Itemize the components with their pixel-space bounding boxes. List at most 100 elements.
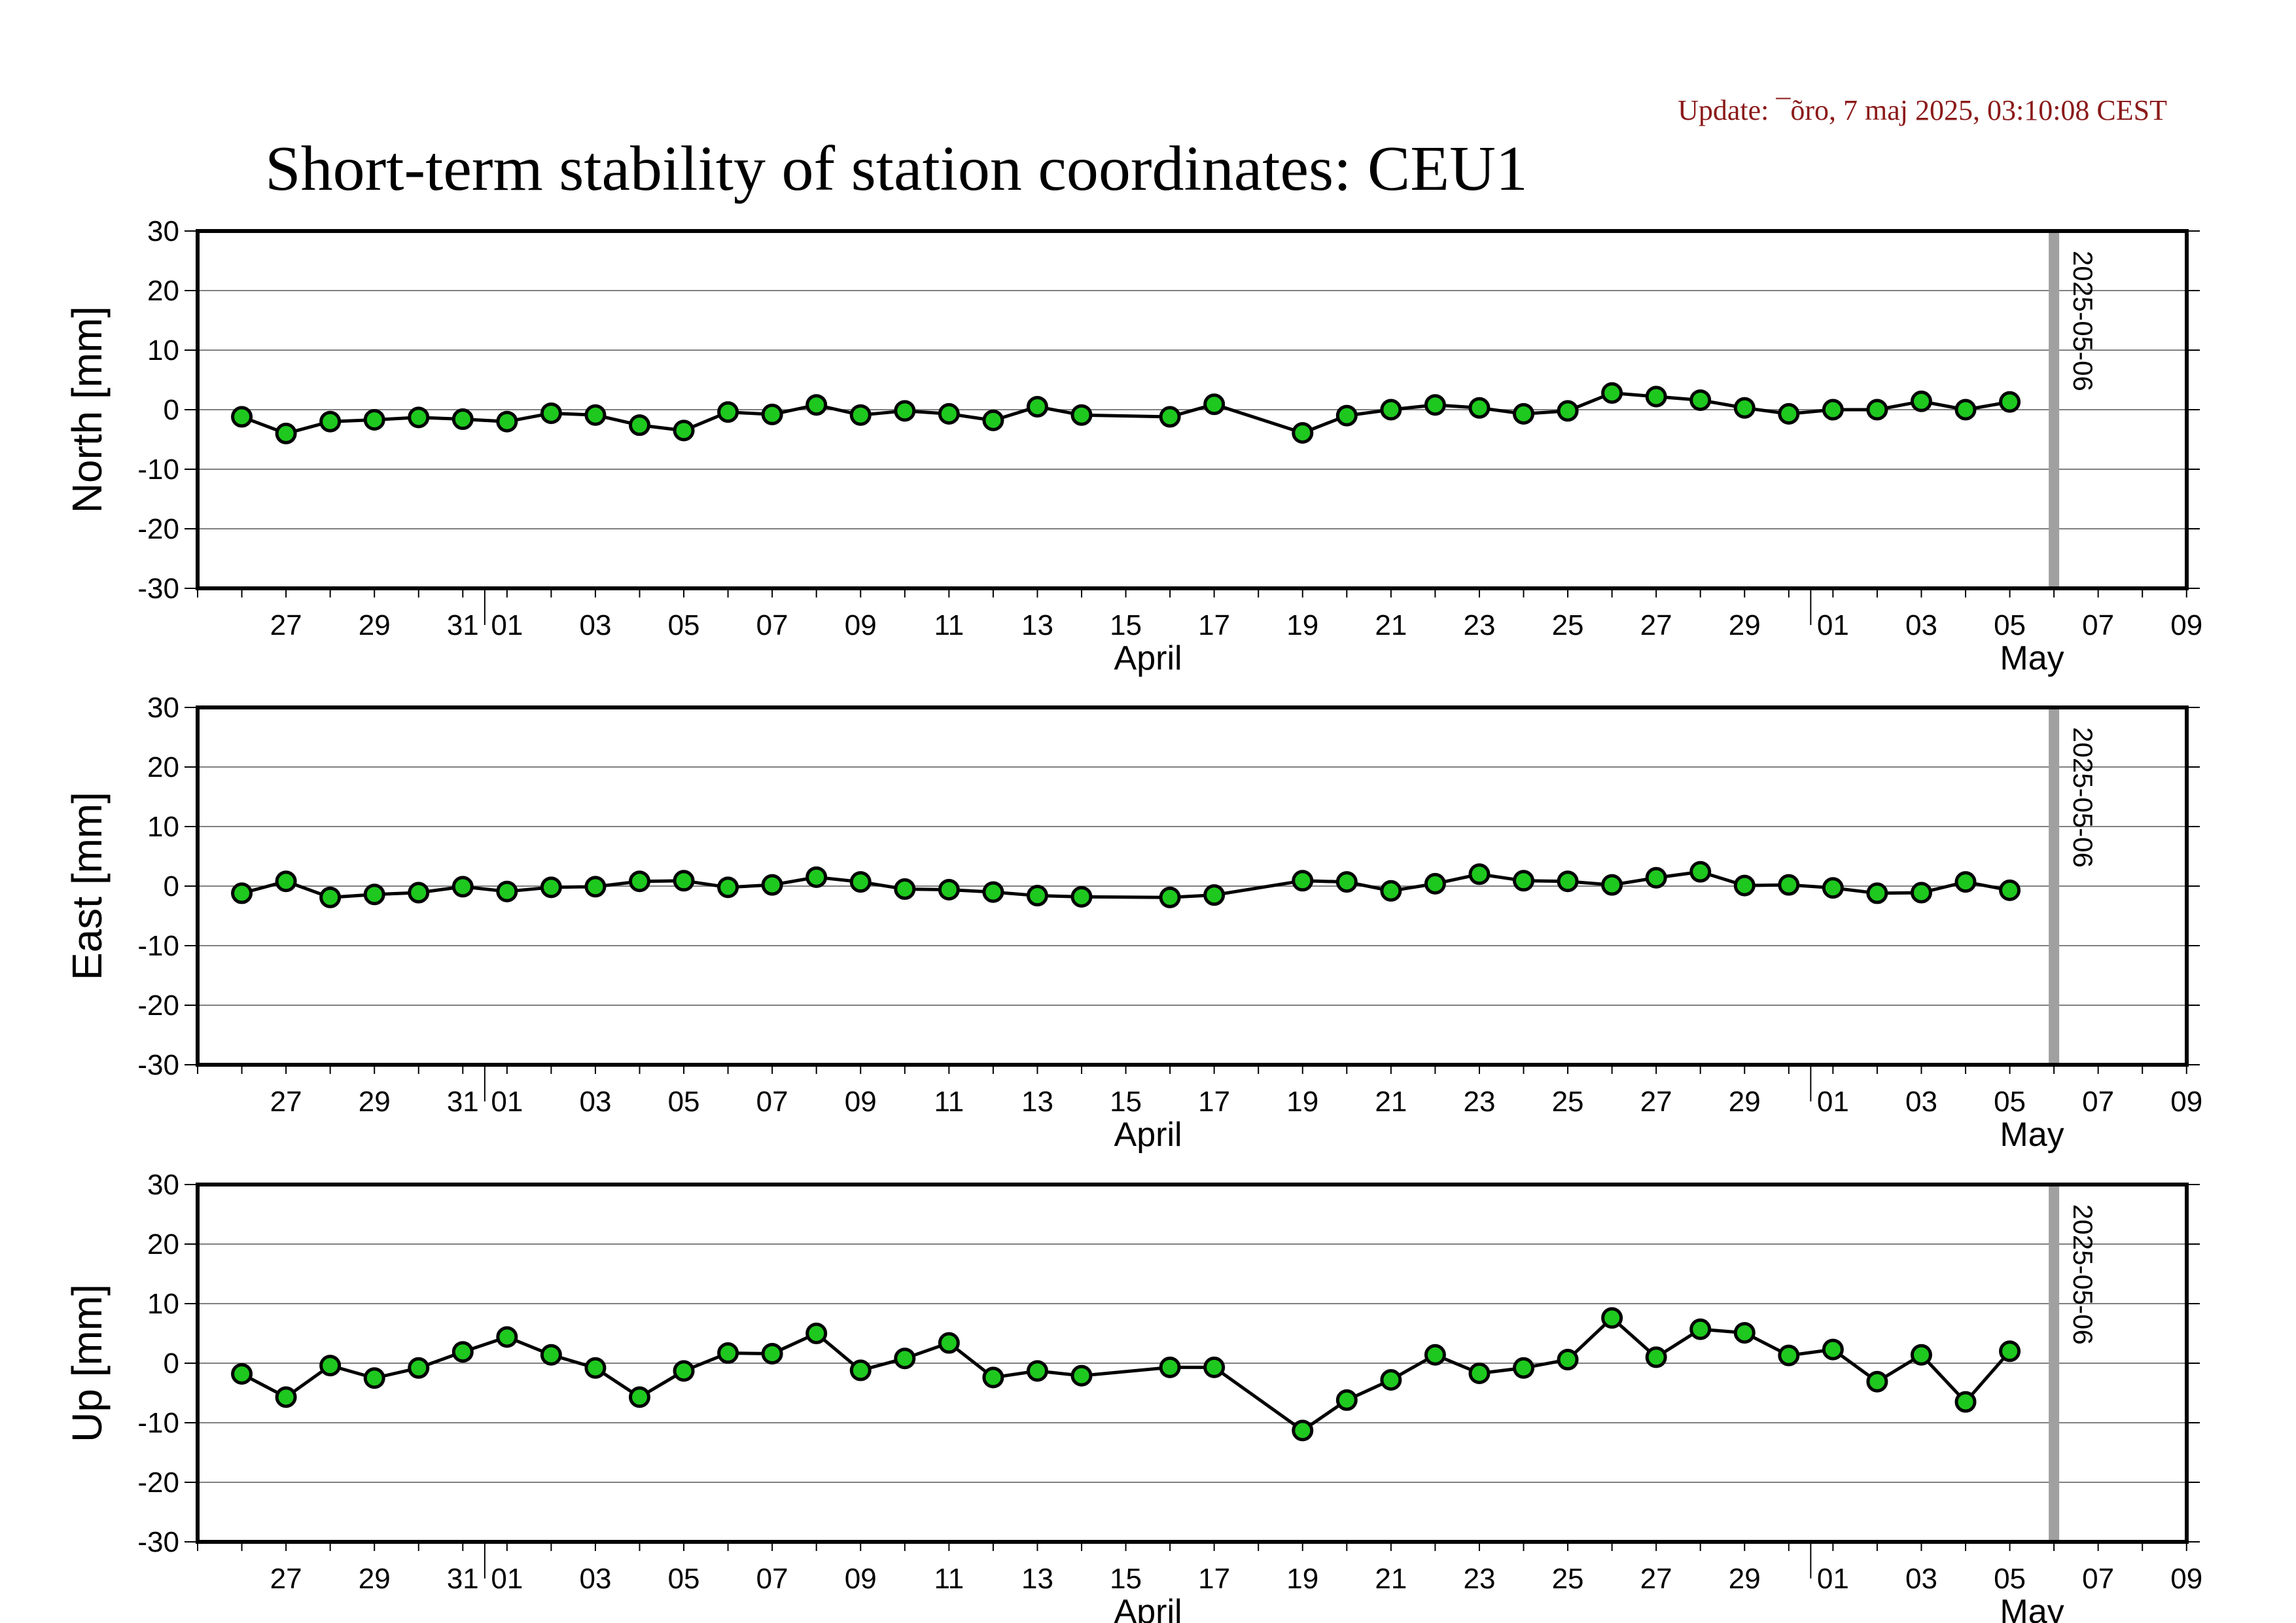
data-point [1645,1346,1667,1368]
data-point [849,871,872,893]
x-tick-label: 03 [579,609,611,641]
data-point [1026,395,1048,418]
data-point [673,1360,695,1382]
data-point [1954,871,1977,893]
y-tick-label: 10 [147,1288,179,1320]
data-point [1380,1368,1402,1391]
data-point [717,1342,739,1364]
x-tick-label: 07 [756,609,788,641]
x-tick-label: 11 [934,1563,964,1595]
x-tick-label: 17 [1198,1563,1230,1595]
data-point [1424,1344,1446,1366]
data-point [1866,882,1888,904]
x-tick-label: 19 [1286,609,1318,641]
data-point [629,414,650,437]
x-tick-label: 29 [1729,1086,1761,1118]
x-tick-label: 17 [1198,1086,1230,1118]
y-tick-label: 20 [147,275,179,307]
chart-title: Short-term stability of station coordina… [265,134,1528,204]
x-tick-label: 09 [845,1563,877,1595]
data-point [894,878,916,901]
month-label: April [1114,639,1182,677]
data-point [584,1357,607,1379]
y-tick-label: -20 [137,990,179,1022]
data-point [1203,1356,1226,1378]
x-tick-label: 29 [1729,609,1761,641]
data-point [363,883,385,906]
x-tick-label: 11 [934,609,964,641]
x-tick-label: 03 [1905,609,1937,641]
x-tick-label: 21 [1375,1086,1407,1118]
x-tick-label: 13 [1021,1563,1053,1595]
data-point [894,400,916,422]
x-tick-label: 29 [1729,1563,1761,1595]
data-point [849,404,872,426]
data-point [805,394,828,416]
x-tick-label: 05 [1994,1086,2026,1118]
data-point [1159,886,1181,908]
today-label: 2025-05-06 [2068,1204,2098,1345]
y-tick-label: -20 [137,1467,179,1499]
data-point [451,876,474,898]
data-point [1601,874,1623,896]
data-point [1999,1340,2021,1363]
x-tick-label: 17 [1198,609,1230,641]
y-axis-label: North [mm] [63,306,111,513]
x-tick-label: 21 [1375,609,1407,641]
data-point [1335,1389,1358,1411]
x-tick-label: 09 [845,609,877,641]
data-point [761,874,783,896]
data-point [1601,1307,1623,1329]
x-tick-label: 03 [579,1086,611,1118]
y-tick-label: 0 [164,870,179,902]
data-point [761,403,783,425]
data-point [1778,402,1800,425]
data-point [1778,1344,1800,1366]
data-point [673,870,695,892]
data-point [717,876,739,899]
data-point [1424,872,1446,895]
x-tick-label: 15 [1110,1086,1142,1118]
data-point [275,422,297,444]
data-point [1203,884,1226,906]
data-point [1689,1318,1712,1340]
data-point [408,1357,430,1379]
x-tick-label: 05 [1994,609,2026,641]
data-point [761,1342,783,1364]
data-point [1468,397,1491,419]
data-point [629,870,650,893]
data-point [1645,385,1667,408]
data-point [231,1363,253,1385]
data-point [1513,870,1534,892]
y-tick-label: 20 [147,1228,179,1260]
y-tick-label: -10 [137,1407,179,1439]
panel-up: 2025-05-06 30 20 10 0 -10 -20 -30 Up [mm] 27 29 31 0… [63,1169,2202,1623]
data-point [275,870,297,893]
y-tick-label: 30 [147,692,179,724]
y-axis-label: East [mm] [63,792,111,980]
y-tick-label: 0 [164,394,179,426]
x-tick-label: 05 [668,609,700,641]
x-tick-label: 09 [2170,609,2202,641]
y-tick-label: 10 [147,811,179,843]
x-tick-label: 19 [1286,1563,1318,1595]
data-point [1026,885,1048,907]
month-label: May [2000,639,2064,677]
data-point [1954,399,1977,421]
data-point [231,406,253,428]
x-tick-label: 27 [1640,1086,1672,1118]
data-point [1159,406,1181,428]
data-point [1601,382,1623,404]
data-point [1424,394,1446,416]
x-tick-label: 01 [1817,1086,1849,1118]
data-point [982,881,1004,903]
x-tick-label: 23 [1463,609,1495,641]
x-tick-label: 31 [447,609,479,641]
x-tick-label: 07 [2082,1086,2114,1118]
panel-east: 2025-05-06 30 20 10 0 -10 -20 -30 East [mm] 27 29 3… [63,692,2202,1154]
data-point [1645,866,1667,889]
data-point [1335,404,1358,427]
data-point [1557,870,1579,893]
y-tick-label: 0 [164,1347,179,1380]
x-tick-label: 19 [1286,1086,1318,1118]
